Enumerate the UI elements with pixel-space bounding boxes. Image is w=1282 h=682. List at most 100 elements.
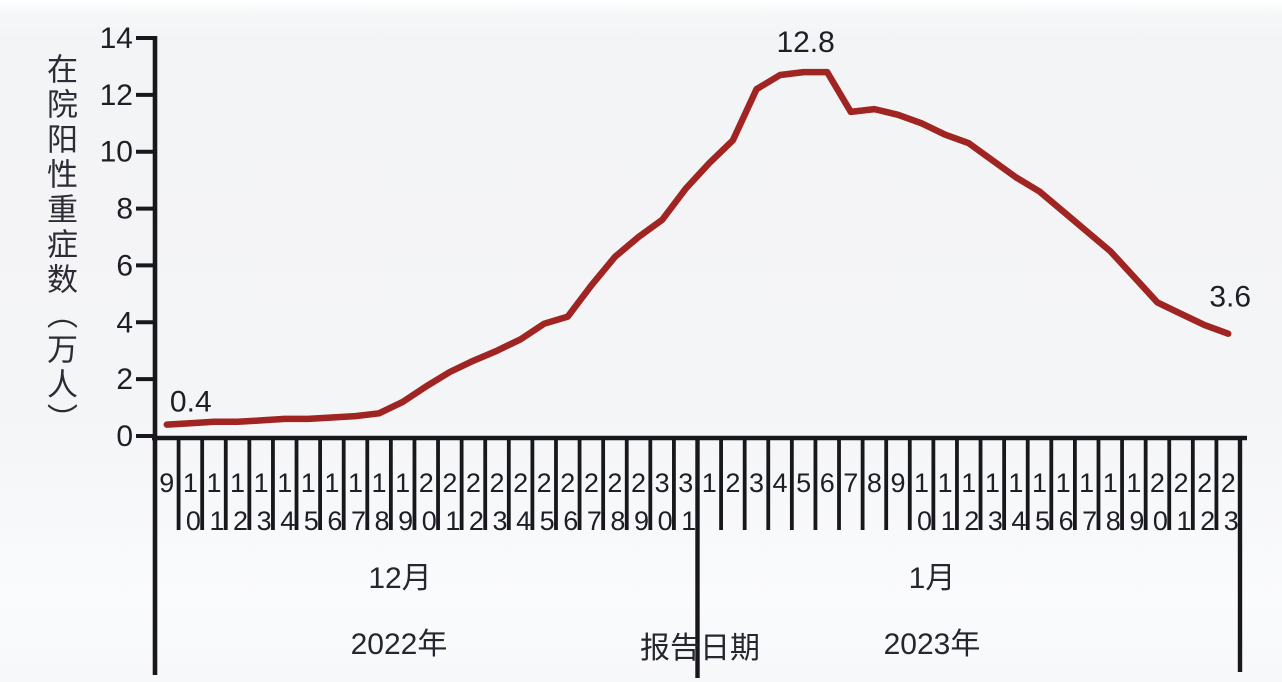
date-digit: 3 bbox=[988, 506, 1003, 536]
date-digit: 1 bbox=[348, 468, 363, 498]
date-digit: 0 bbox=[917, 506, 932, 536]
point-annotation: 12.8 bbox=[776, 26, 834, 59]
date-digit: 2 bbox=[489, 468, 504, 498]
date-digit: 2 bbox=[1197, 468, 1212, 498]
date-digit: 3 bbox=[492, 506, 507, 536]
year-label-2022: 2022年 bbox=[350, 628, 448, 661]
date-digit: 5 bbox=[796, 468, 811, 498]
date-digit: 8 bbox=[375, 506, 390, 536]
date-digit: 2 bbox=[442, 468, 457, 498]
date-digit: 2 bbox=[560, 468, 575, 498]
point-annotation: 0.4 bbox=[170, 386, 212, 419]
date-digit: 1 bbox=[1177, 506, 1192, 536]
date-digit: 2 bbox=[964, 506, 979, 536]
date-digit: 2 bbox=[1221, 468, 1236, 498]
y-tick-label: 14 bbox=[100, 22, 133, 55]
date-digit: 5 bbox=[304, 506, 319, 536]
date-digit: 4 bbox=[516, 506, 531, 536]
date-digit: 1 bbox=[1103, 468, 1118, 498]
date-digit: 1 bbox=[941, 506, 956, 536]
date-digit: 1 bbox=[445, 506, 460, 536]
date-digit: 1 bbox=[681, 506, 696, 536]
date-digit: 5 bbox=[540, 506, 555, 536]
date-digit: 5 bbox=[1035, 506, 1050, 536]
date-digit: 2 bbox=[419, 468, 434, 498]
date-digit: 1 bbox=[395, 468, 410, 498]
date-digit: 1 bbox=[985, 468, 1000, 498]
date-digit: 1 bbox=[938, 468, 953, 498]
date-digit: 4 bbox=[280, 506, 295, 536]
y-tick-label: 8 bbox=[116, 193, 133, 226]
date-digit: 3 bbox=[655, 468, 670, 498]
date-digit: 1 bbox=[183, 468, 198, 498]
date-digit: 8 bbox=[1106, 506, 1121, 536]
date-digit: 1 bbox=[301, 468, 316, 498]
date-digit: 4 bbox=[773, 468, 788, 498]
date-digit: 3 bbox=[678, 468, 693, 498]
date-digit: 8 bbox=[610, 506, 625, 536]
date-digit: 3 bbox=[1224, 506, 1239, 536]
date-digit: 1 bbox=[209, 506, 224, 536]
date-digit: 7 bbox=[1082, 506, 1097, 536]
y-tick-label: 2 bbox=[116, 363, 133, 396]
date-digit: 2 bbox=[513, 468, 528, 498]
date-digit: 1 bbox=[1079, 468, 1094, 498]
date-digit: 9 bbox=[634, 506, 649, 536]
date-digit: 6 bbox=[563, 506, 578, 536]
date-digit: 9 bbox=[398, 506, 413, 536]
y-tick-label: 10 bbox=[100, 136, 133, 169]
y-tick-label: 12 bbox=[100, 79, 133, 112]
date-digit: 1 bbox=[372, 468, 387, 498]
date-digit: 8 bbox=[867, 468, 882, 498]
date-digit: 2 bbox=[725, 468, 740, 498]
date-digit: 2 bbox=[1150, 468, 1165, 498]
date-digit: 1 bbox=[1056, 468, 1071, 498]
x-axis-title: 报告日期 bbox=[640, 632, 760, 665]
date-digit: 2 bbox=[1200, 506, 1215, 536]
date-digit: 1 bbox=[1126, 468, 1141, 498]
date-digit: 1 bbox=[1008, 468, 1023, 498]
date-digit: 1 bbox=[702, 468, 717, 498]
date-digit: 1 bbox=[230, 468, 245, 498]
date-digit: 1 bbox=[961, 468, 976, 498]
date-digit: 1 bbox=[324, 468, 339, 498]
date-digit: 7 bbox=[843, 468, 858, 498]
date-digit: 2 bbox=[537, 468, 552, 498]
date-digit: 1 bbox=[206, 468, 221, 498]
y-tick-label: 4 bbox=[116, 306, 133, 339]
date-digit: 7 bbox=[587, 506, 602, 536]
date-digit: 2 bbox=[233, 506, 248, 536]
date-digit: 2 bbox=[466, 468, 481, 498]
date-digit: 6 bbox=[327, 506, 342, 536]
date-digit: 9 bbox=[1129, 506, 1144, 536]
month-label-december: 12月 bbox=[368, 562, 432, 595]
y-tick-label: 6 bbox=[116, 249, 133, 282]
date-digit: 2 bbox=[469, 506, 484, 536]
date-digit: 1 bbox=[277, 468, 292, 498]
series-line bbox=[163, 68, 1232, 428]
date-digit: 0 bbox=[1153, 506, 1168, 536]
date-digit: 1 bbox=[914, 468, 929, 498]
point-annotation: 3.6 bbox=[1209, 281, 1251, 314]
y-tick-label: 0 bbox=[116, 420, 133, 453]
date-digit: 4 bbox=[1011, 506, 1026, 536]
date-digit: 0 bbox=[658, 506, 673, 536]
date-digit: 1 bbox=[254, 468, 269, 498]
date-digit: 2 bbox=[1174, 468, 1189, 498]
date-digit: 7 bbox=[351, 506, 366, 536]
date-digit: 9 bbox=[890, 468, 905, 498]
date-digit: 3 bbox=[749, 468, 764, 498]
date-digit: 2 bbox=[631, 468, 646, 498]
date-digit: 6 bbox=[820, 468, 835, 498]
date-digit: 2 bbox=[607, 468, 622, 498]
y-axis-title: 在院阳性重症数（万人） bbox=[42, 53, 77, 438]
date-digit: 2 bbox=[584, 468, 599, 498]
date-digit: 3 bbox=[257, 506, 272, 536]
date-digit: 0 bbox=[422, 506, 437, 536]
month-label-january: 1月 bbox=[908, 562, 956, 595]
date-digit: 0 bbox=[186, 506, 201, 536]
date-digit: 6 bbox=[1059, 506, 1074, 536]
year-label-2023: 2023年 bbox=[883, 628, 981, 661]
